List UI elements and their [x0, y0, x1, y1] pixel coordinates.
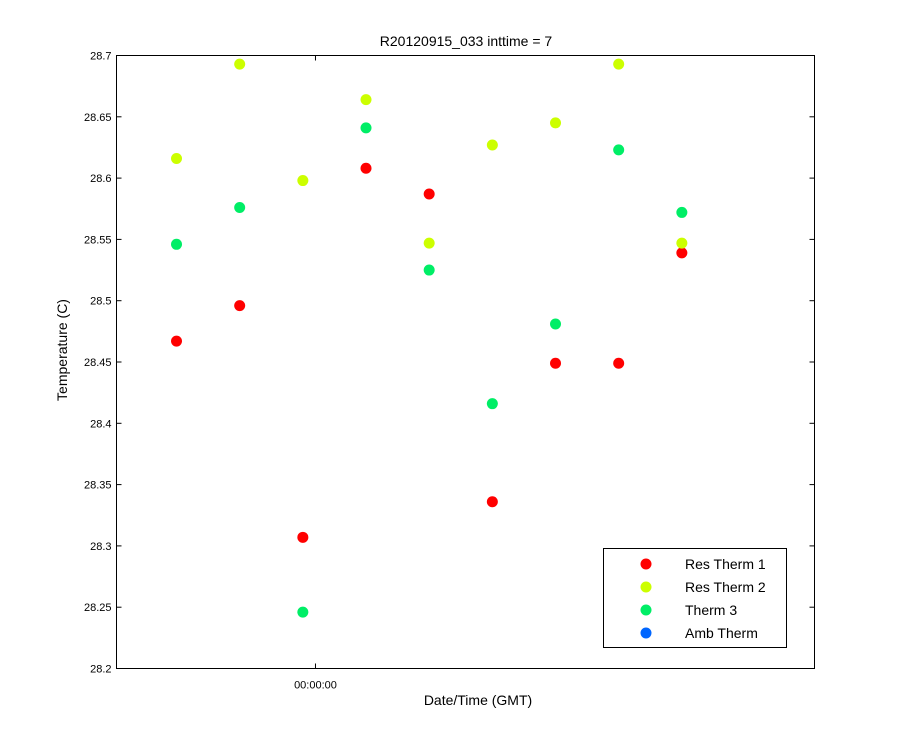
chart-title: R20120915_033 inttime = 7: [380, 33, 553, 49]
point-res-therm-2: [171, 152, 183, 164]
y-tick-label: 28.6: [90, 173, 111, 185]
legend: Res Therm 1 Res Therm 2 Therm 3 Amb Therm: [603, 548, 787, 648]
point-res-therm-1: [297, 531, 309, 543]
point-res-therm-2: [676, 237, 688, 249]
point-res-therm-1: [676, 247, 688, 259]
x-axis-title: Date/Time (GMT): [424, 692, 532, 708]
x-tick-label: 00:00:00: [294, 680, 337, 692]
y-tick-label: 28.25: [84, 602, 112, 614]
point-res-therm-1: [423, 188, 435, 200]
point-res-therm-1: [360, 162, 372, 174]
y-tick-label: 28.7: [90, 51, 111, 63]
point-res-therm-2: [360, 94, 372, 106]
point-res-therm-2: [297, 175, 309, 187]
x-axis: 00:00:00: [294, 55, 337, 692]
data-points: [171, 58, 688, 618]
y-tick-label: 28.5: [90, 296, 111, 308]
y-axis: 28.2 28.25 28.3 28.35 28.4 28.45 28.5 28.55 28.6…: [84, 51, 815, 676]
y-axis-title: Temperature (C): [54, 299, 70, 401]
point-res-therm-2: [486, 139, 498, 151]
point-res-therm-2: [550, 117, 562, 129]
legend-label: Res Therm 1: [685, 556, 766, 572]
point-therm-3: [423, 264, 435, 276]
point-therm-3: [550, 318, 562, 330]
point-therm-3: [486, 398, 498, 410]
point-res-therm-1: [234, 300, 246, 312]
legend-label: Res Therm 2: [685, 579, 766, 595]
legend-marker: [640, 558, 652, 570]
y-tick-label: 28.65: [84, 112, 112, 124]
y-tick-label: 28.55: [84, 234, 112, 246]
point-therm-3: [360, 122, 372, 134]
point-res-therm-1: [171, 335, 183, 347]
legend-marker: [640, 581, 652, 593]
point-res-therm-1: [486, 496, 498, 508]
legend-box: [603, 548, 787, 648]
point-therm-3: [297, 606, 309, 618]
y-tick-label: 28.3: [90, 541, 111, 553]
point-res-therm-2: [234, 58, 246, 70]
legend-label: Amb Therm: [685, 625, 758, 641]
point-res-therm-2: [613, 58, 625, 70]
legend-marker: [640, 627, 652, 639]
point-res-therm-1: [613, 357, 625, 369]
y-tick-label: 28.2: [90, 664, 111, 676]
point-therm-3: [676, 206, 688, 218]
y-tick-label: 28.35: [84, 480, 112, 492]
point-therm-3: [171, 238, 183, 250]
point-therm-3: [234, 202, 246, 214]
y-tick-label: 28.45: [84, 357, 112, 369]
point-res-therm-1: [550, 357, 562, 369]
point-therm-3: [613, 144, 625, 156]
y-tick-label: 28.4: [90, 418, 111, 430]
legend-label: Therm 3: [685, 602, 737, 618]
point-res-therm-2: [423, 237, 435, 249]
legend-marker: [640, 604, 652, 616]
